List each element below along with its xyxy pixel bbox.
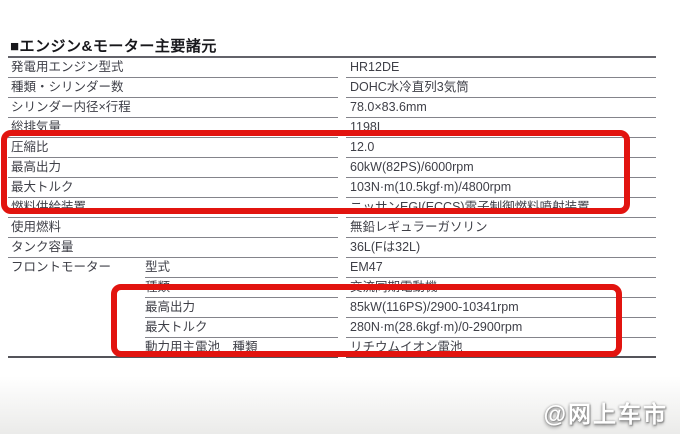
- row-value: 78.0×83.6mm: [346, 98, 656, 118]
- row-value: DOHC水冷直列3気筒: [346, 78, 656, 98]
- table-row: 燃料供給装置 ニッサンEGI(ECCS)電子制御燃料噴射装置: [8, 198, 656, 218]
- row-value: 36L(Fは32L): [346, 238, 656, 258]
- row-label: 圧縮比: [8, 138, 338, 158]
- table-row: 種類・シリンダー数 DOHC水冷直列3気筒: [8, 78, 656, 98]
- row-value: EM47: [346, 258, 656, 278]
- row-value: 103N·m(10.5kgf·m)/4800rpm: [346, 178, 656, 198]
- row-label: 最高出力: [8, 158, 338, 178]
- row-value: 280N·m(28.6kgf·m)/0-2900rpm: [346, 318, 656, 338]
- table-row: 種類 交流同期電動機: [8, 278, 656, 298]
- row-label: 動力用主電池 種類: [145, 338, 338, 358]
- table-row: 最大トルク 280N·m(28.6kgf·m)/0-2900rpm: [8, 318, 656, 338]
- row-label: 種類・シリンダー数: [8, 78, 338, 98]
- row-label: 総排気量: [8, 118, 338, 138]
- table-row: 最高出力 60kW(82PS)/6000rpm: [8, 158, 656, 178]
- row-label: タンク容量: [8, 238, 338, 258]
- row-label: 燃料供給装置: [8, 198, 338, 218]
- row-value: リチウムイオン電池: [346, 338, 656, 358]
- group-label: [8, 278, 145, 298]
- row-value: 85kW(116PS)/2900-10341rpm: [346, 298, 656, 318]
- table-row: フロントモーター 型式 EM47: [8, 258, 656, 278]
- row-label: シリンダー内径×行程: [8, 98, 338, 118]
- row-label: 使用燃料: [8, 218, 338, 238]
- group-label: [8, 318, 145, 338]
- row-label: 発電用エンジン型式: [8, 58, 338, 78]
- row-value: 60kW(82PS)/6000rpm: [346, 158, 656, 178]
- row-label: 最大トルク: [145, 318, 338, 338]
- row-value: 12.0: [346, 138, 656, 158]
- row-value: HR12DE: [346, 58, 656, 78]
- table-row: 圧縮比 12.0: [8, 138, 656, 158]
- table-row: 動力用主電池 種類 リチウムイオン電池: [8, 338, 656, 358]
- table-row: 発電用エンジン型式 HR12DE: [8, 58, 656, 78]
- spec-table: 発電用エンジン型式 HR12DE 種類・シリンダー数 DOHC水冷直列3気筒 シ…: [8, 56, 656, 358]
- group-label: [8, 298, 145, 318]
- table-row: シリンダー内径×行程 78.0×83.6mm: [8, 98, 656, 118]
- row-value: ニッサンEGI(ECCS)電子制御燃料噴射装置: [346, 198, 656, 218]
- watermark: @网上车市: [543, 401, 668, 427]
- table-row: 最高出力 85kW(116PS)/2900-10341rpm: [8, 298, 656, 318]
- row-label: 最大トルク: [8, 178, 338, 198]
- row-label: 型式: [145, 258, 338, 278]
- table-row: タンク容量 36L(Fは32L): [8, 238, 656, 258]
- row-value: 無鉛レギュラーガソリン: [346, 218, 656, 238]
- table-row: 総排気量 1198L: [8, 118, 656, 138]
- row-value: 交流同期電動機: [346, 278, 656, 298]
- table-row: 最大トルク 103N·m(10.5kgf·m)/4800rpm: [8, 178, 656, 198]
- group-label: フロントモーター: [11, 260, 112, 274]
- page-title: ■エンジン&モーター主要諸元: [10, 38, 217, 55]
- table-row: 使用燃料 無鉛レギュラーガソリン: [8, 218, 656, 238]
- row-label: 種類: [145, 278, 338, 298]
- row-value: 1198L: [346, 118, 656, 138]
- row-label: 最高出力: [145, 298, 338, 318]
- group-label: [8, 338, 145, 358]
